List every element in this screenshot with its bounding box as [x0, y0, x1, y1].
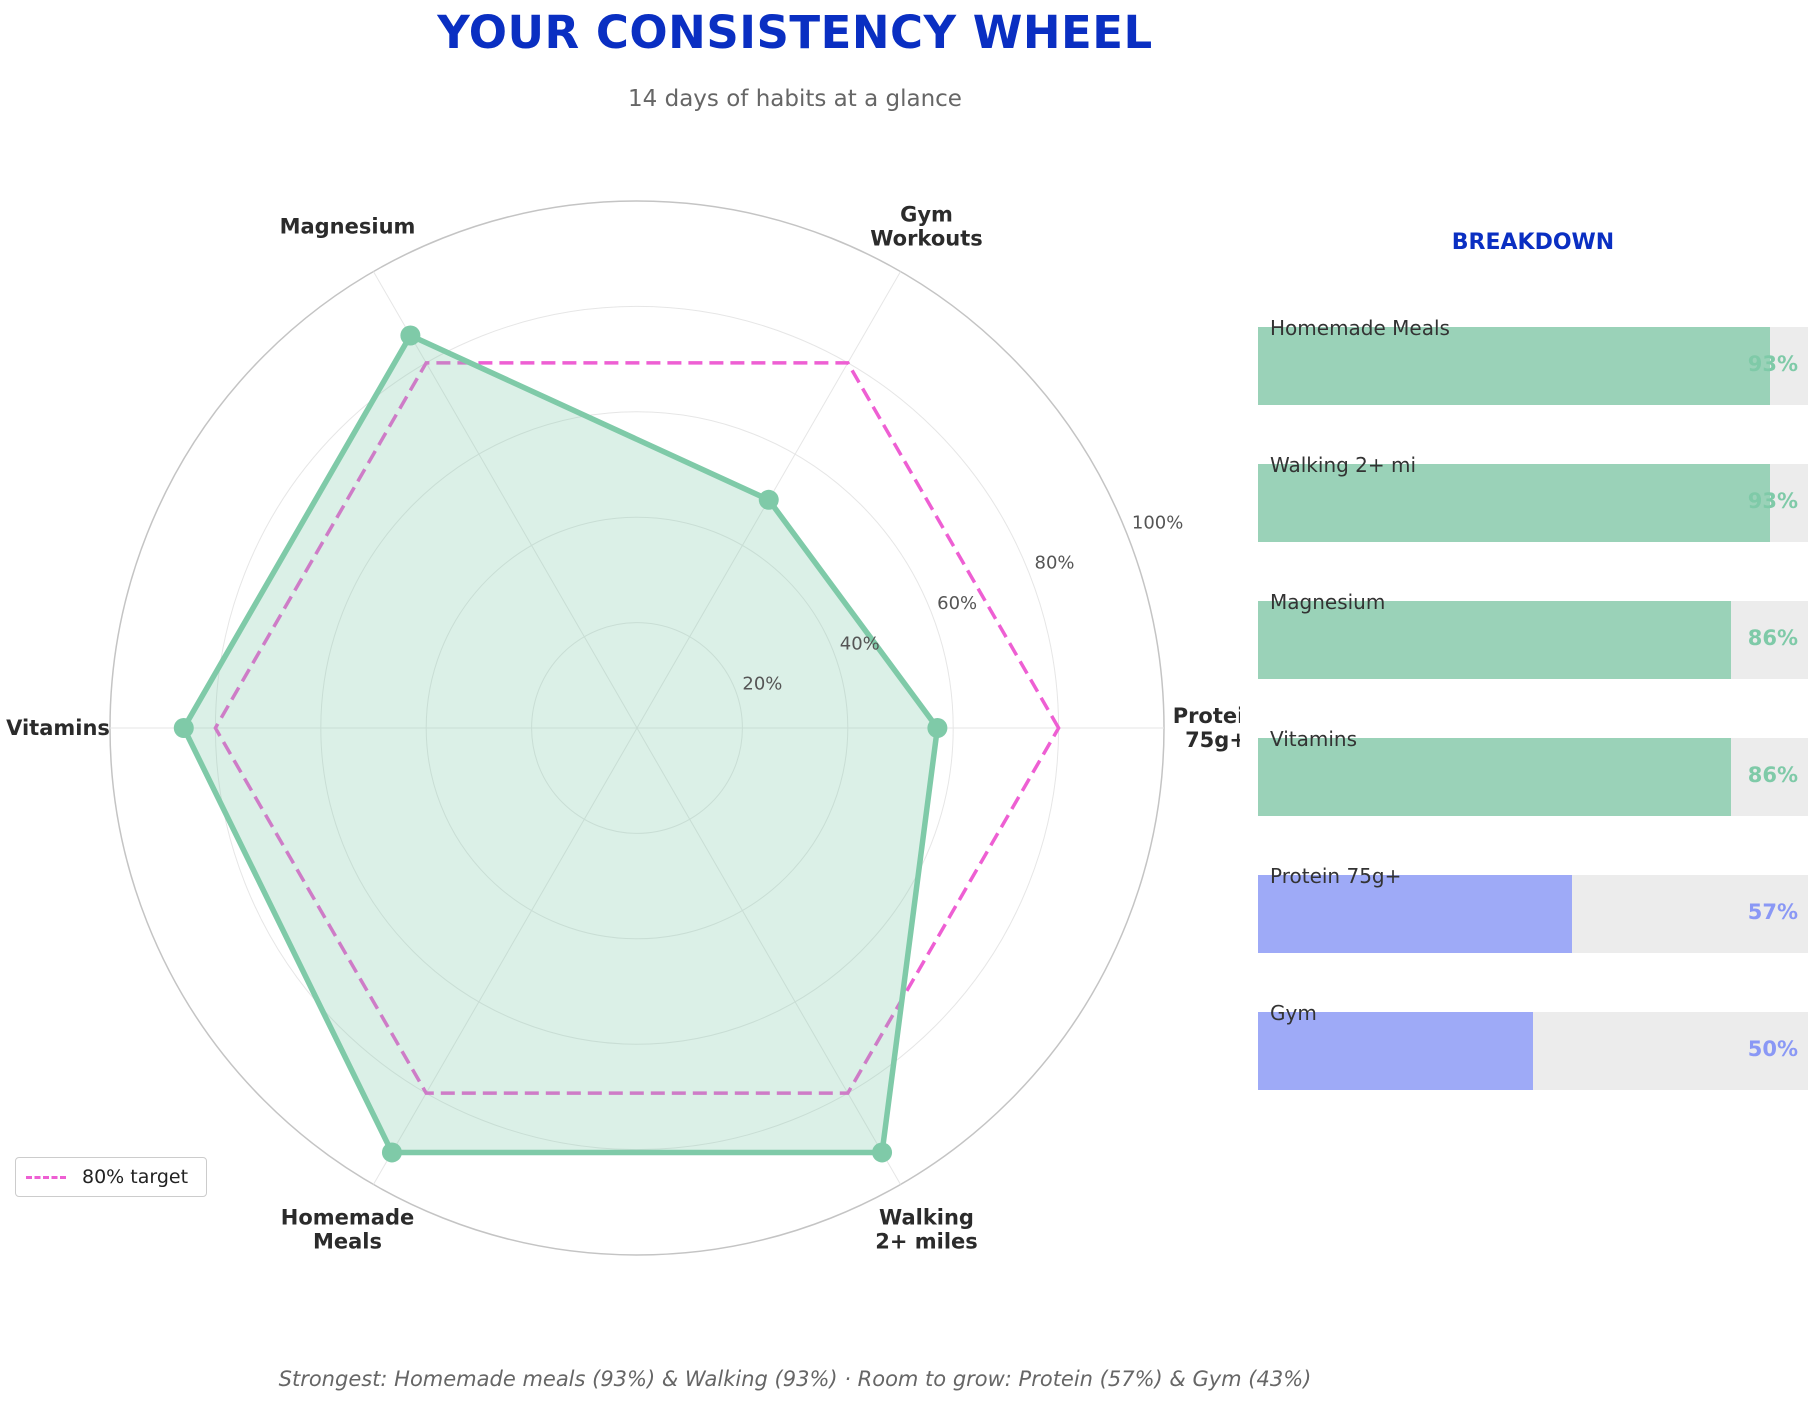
- radar-radial-ticks: 20% 40% 60% 80% 100%: [742, 512, 1183, 694]
- chart-subtitle: 14 days of habits at a glance: [628, 86, 962, 112]
- radial-tick-label: 80%: [1035, 553, 1075, 574]
- legend-dashed-line-icon: [26, 1176, 66, 1179]
- breakdown-bar: [1258, 1012, 1533, 1090]
- breakdown-row-label: Gym: [1270, 1001, 1317, 1025]
- radar-consistency-series: [173, 325, 948, 1163]
- series-point: [400, 325, 421, 346]
- grid-spoke: [373, 271, 638, 729]
- series-point: [872, 1142, 893, 1163]
- breakdown-row: 86% Vitamins: [1258, 727, 1808, 837]
- series-point: [381, 1142, 402, 1163]
- axis-label: Vitamins: [6, 716, 110, 740]
- breakdown-bar-track: 57%: [1258, 875, 1808, 953]
- breakdown-row-label: Walking 2+ mi: [1270, 453, 1417, 477]
- breakdown-bar: [1258, 327, 1770, 405]
- breakdown-row-label: Vitamins: [1270, 727, 1358, 751]
- breakdown-bar: [1258, 738, 1731, 816]
- axis-label: Magnesium: [280, 215, 416, 239]
- breakdown-bar-track: 93%: [1258, 327, 1808, 405]
- breakdown-bar-value: 57%: [1747, 900, 1798, 924]
- breakdown-bar: [1258, 601, 1731, 679]
- radial-tick-label: 100%: [1132, 512, 1183, 533]
- radial-tick-label: 40%: [840, 633, 880, 654]
- radial-tick-label: 20%: [742, 674, 782, 695]
- series-area: [183, 335, 938, 1153]
- footnote: Strongest: Homemade meals (93%) & Walkin…: [278, 1367, 1312, 1391]
- axis-label: Gym Workouts: [870, 203, 983, 251]
- breakdown-bar-track: 50%: [1258, 1012, 1808, 1090]
- breakdown-bar-value: 93%: [1747, 352, 1798, 376]
- legend-label: 80% target: [82, 1166, 189, 1188]
- series-point: [173, 718, 194, 738]
- breakdown-row-label: Protein 75g+: [1270, 864, 1402, 888]
- breakdown-row: 57% Protein 75g+: [1258, 864, 1808, 974]
- breakdown-bar-track: 93%: [1258, 464, 1808, 542]
- chart-legend: 80% target: [15, 1157, 207, 1197]
- breakdown-bar-value: 93%: [1747, 489, 1798, 513]
- breakdown-bar-value: 86%: [1747, 763, 1798, 787]
- breakdown-bar-track: 86%: [1258, 738, 1808, 816]
- radar-target-series: [213, 361, 1061, 1095]
- breakdown-row: 50% Gym: [1258, 1001, 1808, 1111]
- grid-spoke: [373, 727, 638, 1185]
- breakdown-row: 93% Walking 2+ mi: [1258, 453, 1808, 563]
- series-point: [758, 489, 779, 510]
- chart-title: YOUR CONSISTENCY WHEEL: [437, 6, 1153, 59]
- breakdown-bar-track: 86%: [1258, 601, 1808, 679]
- axis-label: Homemade Meals: [281, 1205, 414, 1253]
- radial-tick-label: 60%: [937, 593, 977, 614]
- breakdown-bar-value: 86%: [1747, 626, 1798, 650]
- breakdown-row-label: Homemade Meals: [1270, 316, 1450, 340]
- breakdown-title: BREAKDOWN: [1451, 230, 1615, 255]
- grid-spoke: [636, 727, 901, 1185]
- axis-label: Walking 2+ miles: [875, 1205, 978, 1253]
- breakdown-row: 86% Magnesium: [1258, 590, 1808, 700]
- series-point: [927, 718, 948, 738]
- breakdown-bar: [1258, 875, 1572, 953]
- breakdown-bar-value: 50%: [1747, 1037, 1798, 1061]
- breakdown-row-label: Magnesium: [1270, 590, 1386, 614]
- breakdown-bar: [1258, 464, 1770, 542]
- breakdown-row: 93% Homemade Meals: [1258, 316, 1808, 426]
- target-line: [213, 361, 1061, 1095]
